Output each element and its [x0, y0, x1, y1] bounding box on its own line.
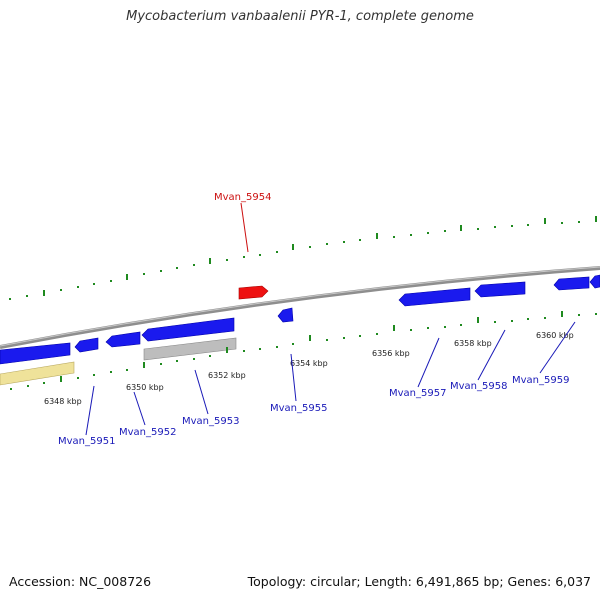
gene-shape-5957[interactable]: [398, 287, 471, 307]
gene-labels: Mvan_5954 Mvan_5951 Mvan_5952 Mvan_5953 …: [58, 192, 569, 447]
callout-line-5952: [133, 391, 146, 426]
scale-label-6356: 6356 kbp: [372, 349, 410, 358]
map-title: Mycobacterium vanbaalenii PYR-1, complet…: [126, 9, 474, 24]
scale-label-6350: 6350 kbp: [126, 383, 164, 392]
gene-shape-5958[interactable]: [474, 281, 526, 298]
gene-label-mvan-5959[interactable]: Mvan_5959: [512, 375, 569, 386]
scale-label-6360: 6360 kbp: [536, 331, 574, 340]
callout-line-5959: [539, 321, 576, 374]
gene-label-mvan-5951[interactable]: Mvan_5951: [58, 436, 115, 447]
gene-label-mvan-5958[interactable]: Mvan_5958: [450, 381, 507, 392]
gene-shape-5953[interactable]: [141, 317, 235, 342]
gene-shape-grey[interactable]: [143, 337, 237, 361]
upper-tick-track: [9, 216, 597, 300]
gene-shape-right-edge[interactable]: [589, 274, 600, 289]
gene-label-mvan-5954[interactable]: Mvan_5954: [214, 192, 271, 203]
callout-line-5958: [477, 329, 506, 381]
gene-shape-5959[interactable]: [553, 276, 590, 291]
scale-labels: 6348 kbp 6350 kbp 6352 kbp 6354 kbp 6356…: [44, 331, 574, 406]
scale-label-6354: 6354 kbp: [290, 359, 328, 368]
genome-backbone: [0, 266, 600, 349]
callout-line-5953: [194, 369, 209, 415]
gene-callout-lines: [85, 321, 576, 436]
gene-strand-reverse-shapes: [0, 274, 600, 365]
scale-label-6358: 6358 kbp: [454, 339, 492, 348]
callout-line-5957: [417, 337, 440, 388]
accession-text: Accession: NC_008726: [9, 574, 152, 589]
genome-summary-text: Topology: circular; Length: 6,491,865 bp…: [247, 574, 591, 589]
callout-line-5951: [85, 385, 95, 436]
gene-label-mvan-5953[interactable]: Mvan_5953: [182, 416, 239, 427]
gene-label-mvan-5955[interactable]: Mvan_5955: [270, 403, 327, 414]
gene-label-mvan-5952[interactable]: Mvan_5952: [119, 427, 176, 438]
scale-label-6348: 6348 kbp: [44, 397, 82, 406]
callout-line-5955: [290, 353, 297, 402]
gene-label-mvan-5957[interactable]: Mvan_5957: [389, 388, 446, 399]
lower-tick-track: [10, 311, 597, 390]
gene-shape-5952[interactable]: [105, 331, 141, 348]
callout-line-5954: [240, 202, 249, 253]
gene-shape-yellow[interactable]: [0, 361, 75, 386]
gene-mvan-5954-shape[interactable]: [238, 285, 269, 300]
gene-shape-5955[interactable]: [277, 307, 294, 323]
scale-label-6352: 6352 kbp: [208, 371, 246, 380]
gene-shape-5951[interactable]: [74, 337, 99, 353]
gene-shape-left-edge[interactable]: [0, 342, 71, 365]
